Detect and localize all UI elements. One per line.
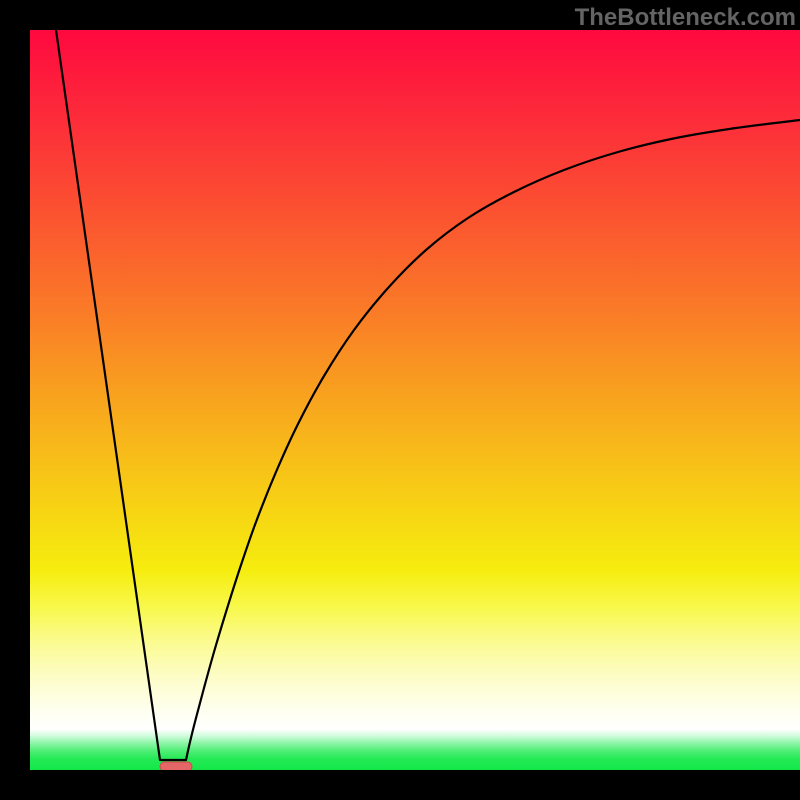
- frame-left: [0, 0, 30, 800]
- watermark-text: TheBottleneck.com: [575, 4, 796, 32]
- bottleneck-chart: [0, 0, 800, 800]
- optimal-marker: [160, 762, 192, 771]
- frame-bottom: [0, 770, 800, 800]
